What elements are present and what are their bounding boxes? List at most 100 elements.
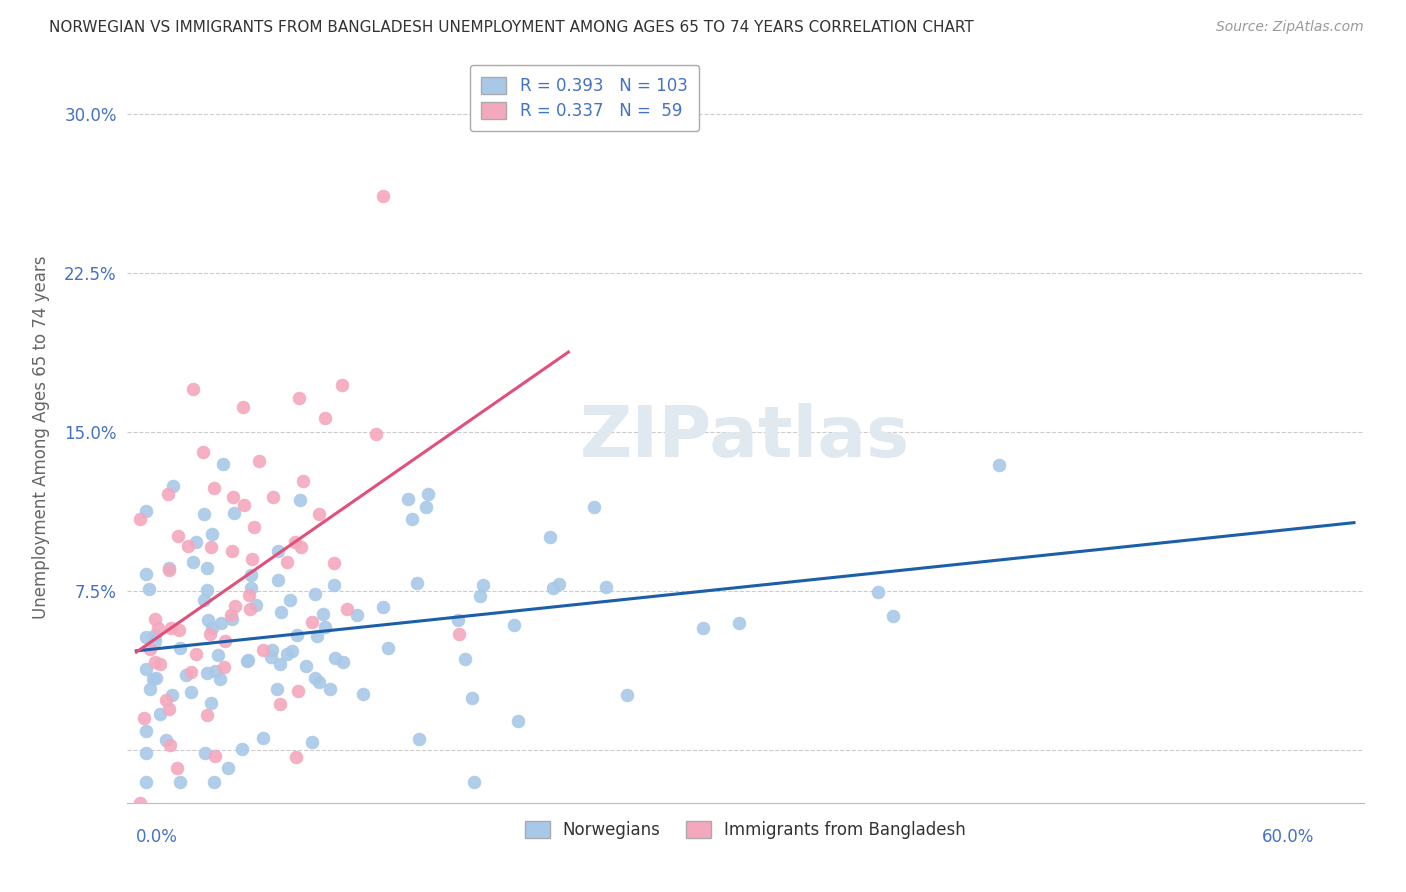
Point: [276, 647, 298, 661]
Point: [177, 539, 200, 553]
Point: [195, 666, 218, 681]
Legend: Norwegians, Immigrants from Bangladesh: Norwegians, Immigrants from Bangladesh: [517, 814, 973, 846]
Point: [139, 681, 162, 696]
Point: [616, 689, 638, 703]
Point: [396, 491, 419, 506]
Point: [238, 588, 260, 602]
Point: [301, 735, 323, 749]
Point: [195, 707, 218, 722]
Point: [129, 511, 152, 525]
Point: [692, 621, 714, 635]
Point: [143, 634, 166, 648]
Point: [169, 623, 191, 637]
Point: [155, 732, 177, 747]
Point: [508, 714, 530, 728]
Point: [318, 681, 340, 696]
Point: [446, 613, 468, 627]
Point: [129, 796, 152, 810]
Point: [882, 609, 904, 624]
Point: [323, 650, 346, 665]
Point: [200, 540, 222, 554]
Point: [214, 659, 236, 673]
Point: [323, 556, 346, 570]
Point: [267, 573, 290, 587]
Point: [219, 607, 242, 622]
Point: [157, 560, 180, 574]
Point: [195, 582, 218, 597]
Point: [197, 614, 219, 628]
Point: [262, 491, 284, 505]
Point: [281, 644, 304, 658]
Point: [541, 581, 564, 595]
Point: [207, 648, 229, 662]
Point: [208, 672, 231, 686]
Point: [267, 543, 290, 558]
Point: [415, 500, 437, 515]
Point: [221, 543, 243, 558]
Point: [169, 641, 191, 656]
Point: [135, 630, 157, 644]
Point: [278, 592, 301, 607]
Point: [239, 581, 262, 595]
Text: ZIPatlas: ZIPatlas: [581, 402, 910, 472]
Text: NORWEGIAN VS IMMIGRANTS FROM BANGLADESH UNEMPLOYMENT AMONG AGES 65 TO 74 YEARS C: NORWEGIAN VS IMMIGRANTS FROM BANGLADESH …: [49, 20, 974, 35]
Point: [987, 458, 1010, 472]
Point: [193, 592, 215, 607]
Point: [308, 674, 330, 689]
Point: [276, 555, 298, 569]
Point: [149, 657, 172, 672]
Point: [406, 576, 429, 591]
Point: [288, 392, 311, 406]
Point: [138, 582, 160, 596]
Point: [322, 577, 344, 591]
Point: [295, 659, 318, 673]
Point: [181, 382, 204, 396]
Point: [538, 530, 561, 544]
Point: [353, 687, 375, 701]
Point: [211, 615, 233, 630]
Point: [305, 629, 328, 643]
Point: [304, 671, 326, 685]
Point: [139, 642, 162, 657]
Point: [468, 590, 491, 604]
Point: [454, 652, 477, 666]
Point: [266, 681, 288, 696]
Point: [135, 566, 157, 581]
Point: [371, 600, 394, 615]
Point: [194, 746, 217, 760]
Point: [135, 662, 157, 676]
Point: [159, 621, 181, 635]
Point: [231, 742, 253, 756]
Point: [145, 671, 167, 685]
Point: [191, 445, 214, 459]
Point: [155, 693, 177, 707]
Point: [270, 605, 292, 619]
Point: [149, 707, 172, 722]
Point: [259, 649, 281, 664]
Point: [181, 555, 204, 569]
Point: [336, 602, 359, 616]
Point: [595, 580, 617, 594]
Point: [866, 585, 889, 599]
Point: [239, 567, 262, 582]
Point: [291, 475, 314, 489]
Point: [184, 535, 207, 549]
Point: [202, 481, 225, 495]
Point: [221, 612, 243, 626]
Point: [132, 710, 155, 724]
Point: [235, 654, 257, 668]
Point: [260, 643, 283, 657]
Point: [314, 620, 336, 634]
Point: [288, 492, 311, 507]
Point: [503, 617, 526, 632]
Point: [311, 607, 333, 622]
Point: [135, 747, 157, 761]
Point: [548, 577, 571, 591]
Point: [377, 640, 399, 655]
Point: [180, 685, 202, 699]
Point: [201, 527, 224, 541]
Y-axis label: Unemployment Among Ages 65 to 74 years: Unemployment Among Ages 65 to 74 years: [32, 255, 51, 619]
Point: [135, 504, 157, 518]
Point: [146, 621, 169, 635]
Point: [269, 697, 291, 711]
